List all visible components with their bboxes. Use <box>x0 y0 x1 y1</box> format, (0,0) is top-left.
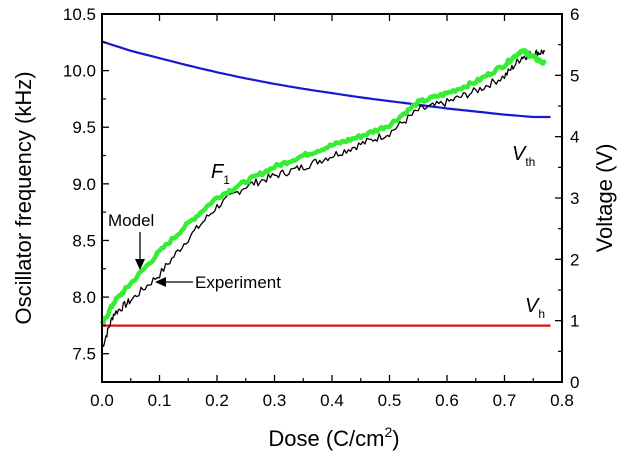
series-line-0 <box>101 49 546 349</box>
x-axis-title-end: ) <box>392 426 399 451</box>
y-left-tick-label: 7.5 <box>72 345 96 364</box>
y-right-tick-label: 3 <box>570 189 579 208</box>
y-right-tick-label: 5 <box>570 66 579 85</box>
series-line-2 <box>101 40 551 119</box>
annotation-vh-sub: h <box>538 307 545 321</box>
y-axis-left-title: Oscillator frequency (kHz) <box>11 71 36 324</box>
y-right-tick-label: 6 <box>570 5 579 24</box>
x-tick-label: 0.7 <box>493 391 517 410</box>
plot-frame <box>101 13 563 383</box>
annotation-vth: Vth <box>512 143 535 169</box>
annotation-experiment-arrowhead <box>155 277 166 287</box>
x-axis-title: Dose (C/cm2) <box>268 424 399 451</box>
annotation-f1: F1 <box>211 161 230 187</box>
x-tick-label: 0.0 <box>90 391 114 410</box>
y-right-tick-label: 4 <box>570 128 579 147</box>
annotation-vth-main: V <box>512 143 527 165</box>
series-line-1 <box>99 48 547 325</box>
annotation-vth-sub: th <box>525 155 535 169</box>
y-right-tick-label: 2 <box>570 250 579 269</box>
ticks-layer: 0.0 0.1 0.2 0.3 0.4 0.5 0.6 0.7 0.8 7.5 8.0 8.5 9.0 9… <box>63 5 580 410</box>
annotation-experiment: Experiment <box>195 273 281 292</box>
annotation-f1-main: F <box>211 161 225 183</box>
y-left-tick-label: 9.5 <box>72 118 96 137</box>
y-axis-right-title: Voltage (V) <box>592 144 617 253</box>
annotation-model: Model <box>108 211 154 230</box>
annotation-vh-main: V <box>525 295 540 317</box>
y-left-tick-label: 8.5 <box>72 231 96 250</box>
y-left-tick-label: 10.0 <box>63 62 96 81</box>
y-left-tick-label: 10.5 <box>63 5 96 24</box>
x-tick-label: 0.6 <box>435 391 459 410</box>
annotation-vh: Vh <box>525 295 545 321</box>
y-left-tick-label: 9.0 <box>72 175 96 194</box>
annotation-model-arrowhead <box>135 259 145 270</box>
x-axis-title-main: Dose (C/cm <box>268 426 384 451</box>
x-tick-label: 0.8 <box>550 391 574 410</box>
annotation-f1-sub: 1 <box>223 173 230 187</box>
x-tick-label: 0.4 <box>320 391 344 410</box>
x-axis-title-sup: 2 <box>385 424 393 440</box>
y-left-tick-label: 8.0 <box>72 288 96 307</box>
x-tick-label: 0.5 <box>378 391 402 410</box>
x-tick-label: 0.3 <box>263 391 287 410</box>
series-layer <box>99 40 551 349</box>
x-tick-label: 0.2 <box>205 391 229 410</box>
x-tick-label: 0.1 <box>148 391 172 410</box>
y-right-tick-label: 1 <box>570 312 579 331</box>
y-right-tick-label: 0 <box>570 373 579 392</box>
